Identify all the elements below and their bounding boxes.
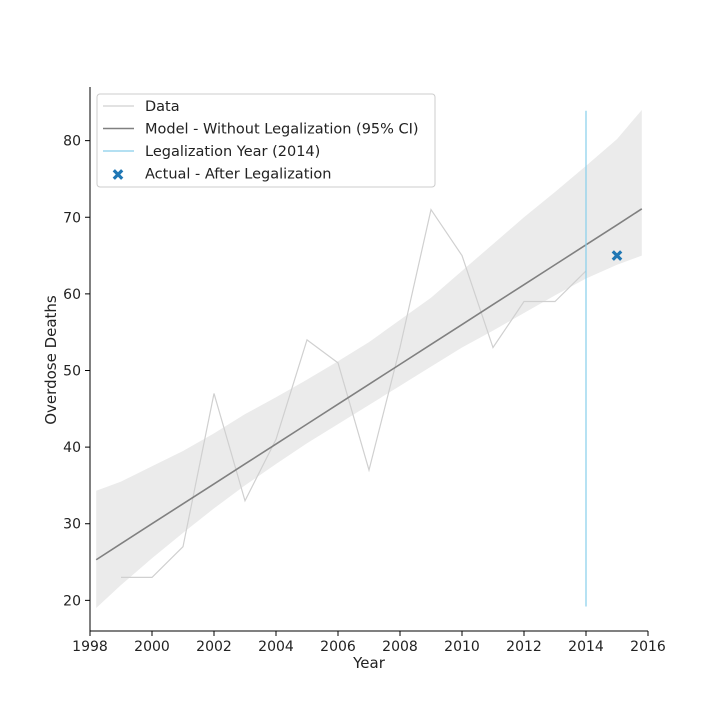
y-tick-label: 60 [63, 287, 81, 303]
x-tick-label: 2016 [630, 639, 666, 655]
legend-label: Actual - After Legalization [145, 167, 331, 183]
y-tick-label: 70 [63, 210, 81, 226]
x-tick-label: 2006 [320, 639, 356, 655]
y-tick-label: 20 [63, 593, 81, 609]
data-series-line [121, 208, 587, 578]
x-tick-label: 2008 [382, 639, 418, 655]
model-series-line [95, 208, 643, 561]
y-axis-label: Overdose Deaths [42, 295, 60, 425]
x-axis-label: Year [352, 654, 386, 672]
series-line-layer [95, 110, 643, 607]
y-tick-label: 30 [63, 517, 81, 533]
marker-stroke [611, 250, 623, 261]
x-tick-label: 2010 [444, 639, 480, 655]
axes: 1998 2000 2002 2004 2006 2008 2010 2012 2014 2016… [63, 87, 666, 655]
x-tick-label: 2000 [134, 639, 170, 655]
legend-marker-actual [112, 169, 124, 180]
legend-label: Model - Without Legalization (95% CI) [145, 122, 419, 138]
legend-box [96, 93, 436, 188]
x-tick-label: 2004 [258, 639, 294, 655]
confidence-band [96, 109, 642, 609]
y-tick-label: 40 [63, 440, 81, 456]
confidence-band-layer [96, 109, 642, 609]
marker-stroke [112, 169, 124, 180]
x-tick-label: 1998 [72, 639, 108, 655]
x-tick-label: 2012 [506, 639, 542, 655]
x-tick-label: 2014 [568, 639, 604, 655]
y-tick-label: 50 [63, 363, 81, 379]
x-tick-label: 2002 [196, 639, 232, 655]
legend-label: Legalization Year (2014) [145, 144, 320, 160]
actual-point-marker [611, 250, 623, 261]
legend: Data Model - Without Legalization (95% CI… [96, 93, 436, 188]
y-tick-label: 80 [63, 134, 81, 150]
legend-label: Data [145, 99, 180, 115]
